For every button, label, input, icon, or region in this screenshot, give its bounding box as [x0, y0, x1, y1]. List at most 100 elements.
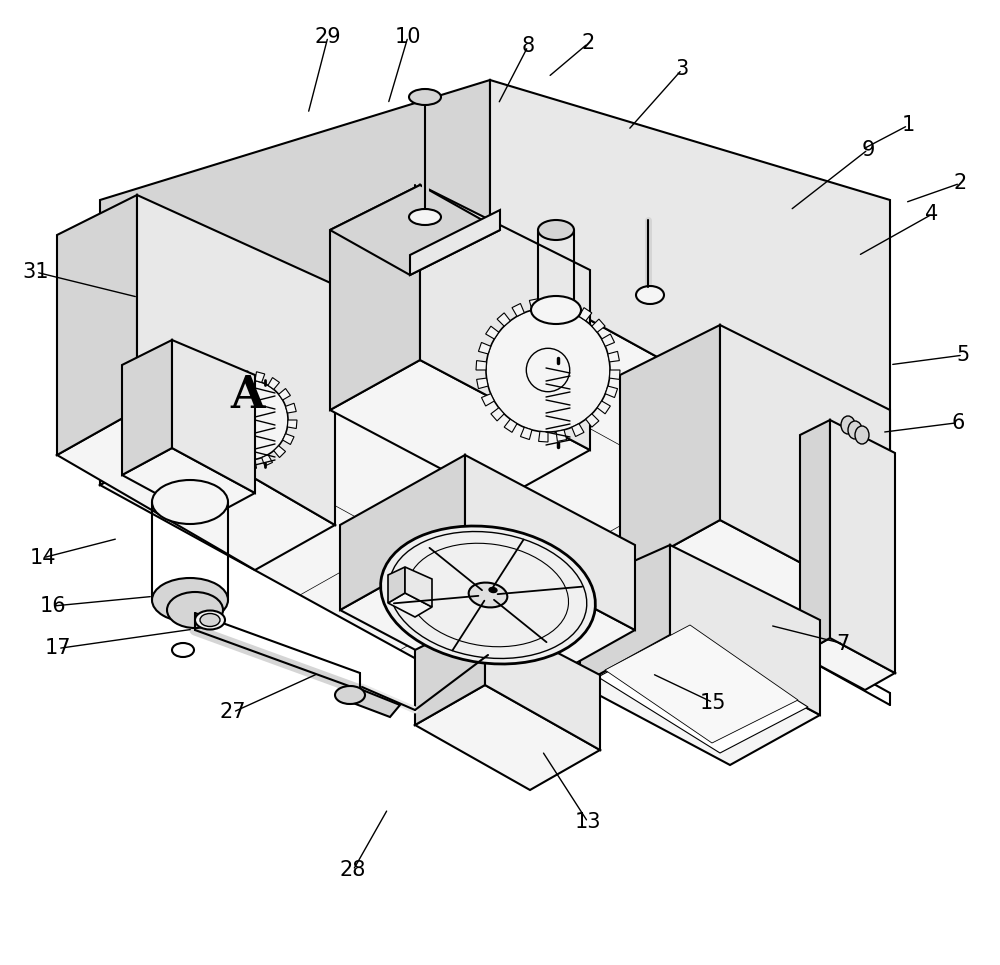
Polygon shape: [287, 420, 297, 428]
Polygon shape: [286, 403, 296, 413]
Ellipse shape: [409, 209, 441, 225]
Polygon shape: [548, 298, 557, 309]
Polygon shape: [57, 195, 137, 455]
Polygon shape: [564, 300, 576, 313]
Polygon shape: [720, 325, 890, 610]
Ellipse shape: [335, 686, 365, 704]
Text: 10: 10: [395, 27, 421, 46]
Polygon shape: [830, 420, 895, 673]
Polygon shape: [572, 424, 584, 436]
Polygon shape: [57, 410, 335, 570]
Ellipse shape: [167, 592, 223, 628]
Text: A: A: [231, 373, 265, 417]
Text: 5: 5: [956, 345, 970, 365]
Polygon shape: [255, 372, 265, 382]
Polygon shape: [477, 378, 488, 389]
Polygon shape: [497, 313, 510, 326]
Polygon shape: [602, 334, 615, 346]
Polygon shape: [586, 414, 599, 427]
Polygon shape: [529, 298, 540, 310]
Polygon shape: [481, 394, 494, 406]
Circle shape: [208, 380, 288, 460]
Polygon shape: [262, 455, 272, 466]
Polygon shape: [592, 319, 605, 332]
Ellipse shape: [152, 578, 228, 622]
Polygon shape: [283, 433, 294, 445]
Text: 9: 9: [861, 140, 875, 159]
Text: 2: 2: [953, 174, 967, 193]
Polygon shape: [388, 593, 432, 617]
Polygon shape: [340, 455, 465, 610]
Text: 3: 3: [675, 60, 689, 79]
Polygon shape: [330, 185, 420, 410]
Polygon shape: [248, 459, 257, 469]
Text: 4: 4: [925, 205, 939, 224]
Polygon shape: [670, 545, 820, 715]
Ellipse shape: [469, 583, 507, 607]
Text: 29: 29: [315, 27, 341, 46]
Polygon shape: [274, 446, 286, 457]
Ellipse shape: [152, 480, 228, 524]
Text: 7: 7: [836, 634, 850, 653]
Polygon shape: [800, 420, 830, 655]
Polygon shape: [486, 326, 499, 339]
Polygon shape: [520, 427, 532, 439]
Polygon shape: [415, 685, 600, 790]
Polygon shape: [415, 615, 485, 725]
Polygon shape: [100, 80, 490, 485]
Polygon shape: [608, 351, 619, 362]
Polygon shape: [620, 520, 890, 665]
Ellipse shape: [381, 526, 595, 664]
Ellipse shape: [538, 300, 574, 320]
Polygon shape: [800, 638, 895, 690]
Polygon shape: [137, 195, 335, 525]
Text: 6: 6: [951, 413, 965, 432]
Ellipse shape: [200, 614, 220, 626]
Polygon shape: [172, 340, 255, 493]
Polygon shape: [100, 265, 890, 705]
Polygon shape: [340, 540, 635, 700]
Polygon shape: [512, 303, 524, 317]
Polygon shape: [476, 361, 487, 370]
Text: 16: 16: [40, 596, 66, 616]
Text: 13: 13: [575, 813, 601, 832]
Polygon shape: [539, 431, 548, 442]
Polygon shape: [202, 396, 213, 406]
Ellipse shape: [841, 416, 855, 434]
Text: 31: 31: [23, 262, 49, 282]
Polygon shape: [597, 401, 610, 414]
Polygon shape: [420, 185, 590, 450]
Polygon shape: [491, 408, 504, 421]
Polygon shape: [605, 625, 798, 743]
Text: 17: 17: [45, 639, 71, 658]
Polygon shape: [490, 80, 890, 485]
Polygon shape: [580, 635, 820, 765]
Text: 14: 14: [30, 548, 56, 567]
Ellipse shape: [195, 611, 225, 629]
Polygon shape: [206, 440, 217, 452]
Ellipse shape: [538, 220, 574, 240]
Polygon shape: [199, 411, 209, 420]
Ellipse shape: [636, 286, 664, 304]
Text: 8: 8: [521, 37, 535, 56]
Polygon shape: [504, 419, 517, 432]
Polygon shape: [556, 429, 567, 441]
Polygon shape: [330, 185, 500, 275]
Circle shape: [486, 308, 610, 432]
Polygon shape: [210, 382, 222, 395]
Polygon shape: [200, 427, 210, 437]
Polygon shape: [122, 340, 172, 475]
Polygon shape: [609, 370, 620, 379]
Text: 2: 2: [581, 34, 595, 53]
Polygon shape: [580, 545, 670, 685]
Text: 28: 28: [340, 861, 366, 880]
Polygon shape: [217, 451, 228, 462]
Polygon shape: [485, 615, 600, 750]
Polygon shape: [231, 457, 241, 468]
Text: 15: 15: [700, 693, 726, 712]
Polygon shape: [598, 630, 808, 753]
Circle shape: [526, 348, 570, 392]
Polygon shape: [388, 567, 405, 603]
Polygon shape: [223, 374, 234, 385]
Text: 1: 1: [901, 116, 915, 135]
